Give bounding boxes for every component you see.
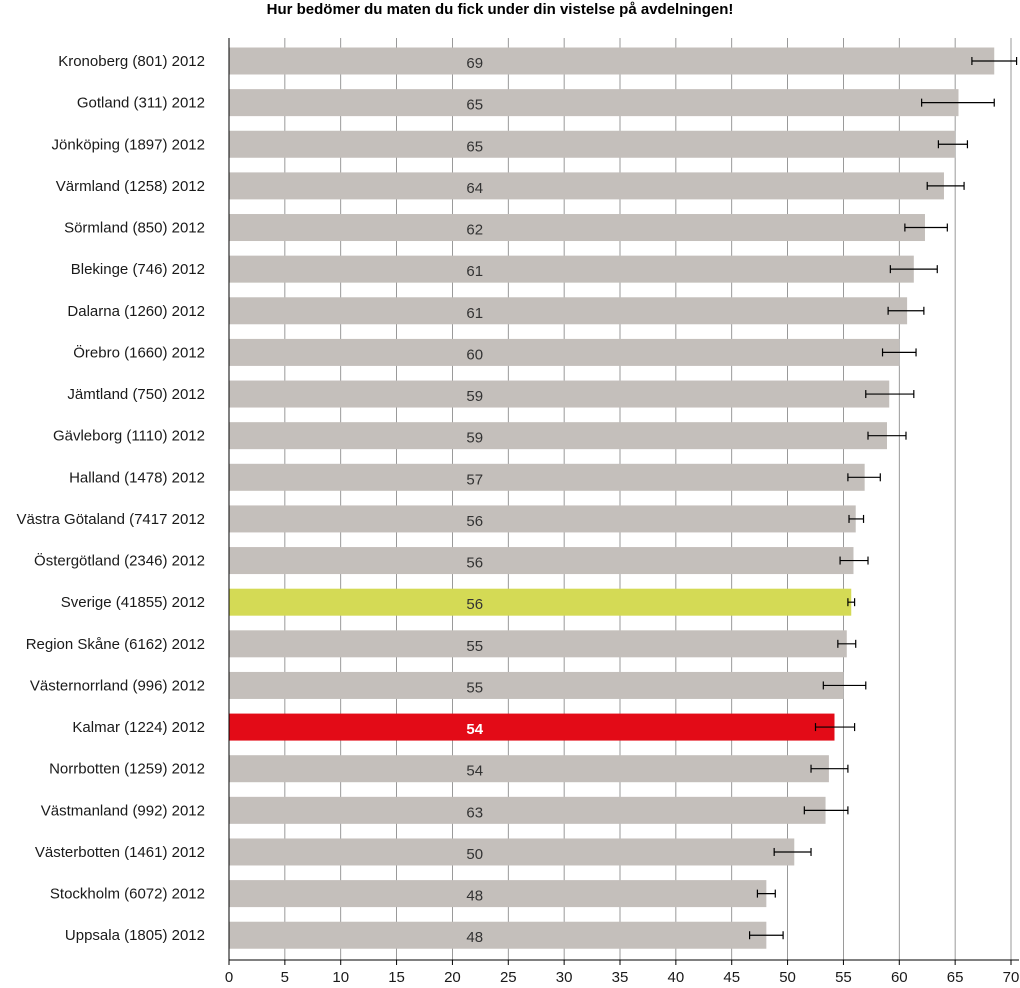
value-label-6: 61	[466, 305, 483, 322]
x-tick-label-25: 25	[500, 969, 517, 986]
category-label-4: Sörmland (850) 2012	[64, 220, 205, 237]
value-label-7: 60	[466, 346, 483, 363]
category-label-8: Jämtland (750) 2012	[67, 386, 205, 403]
bar-14	[229, 630, 847, 658]
category-label-20: Stockholm (6072) 2012	[50, 886, 205, 903]
bar-10	[229, 463, 865, 491]
value-label-10: 57	[466, 471, 483, 488]
category-label-7: Örebro (1660) 2012	[73, 343, 205, 361]
category-label-1: Gotland (311) 2012	[77, 95, 205, 112]
bar-1	[229, 89, 959, 117]
category-label-3: Värmland (1258) 2012	[56, 178, 205, 195]
category-label-6: Dalarna (1260) 2012	[67, 303, 205, 320]
category-label-16: Kalmar (1224) 2012	[72, 719, 205, 736]
value-label-8: 59	[466, 388, 483, 405]
x-tick-label-65: 65	[947, 969, 964, 986]
x-tick-label-60: 60	[891, 969, 908, 986]
value-label-17: 54	[466, 763, 483, 780]
bar-3	[229, 172, 944, 200]
bar-11	[229, 505, 856, 533]
x-tick-label-30: 30	[556, 969, 573, 986]
value-label-9: 59	[466, 430, 483, 447]
x-tick-label-15: 15	[388, 969, 405, 986]
x-tick-label-70: 70	[1003, 969, 1020, 986]
bar-19	[229, 838, 795, 866]
value-label-5: 61	[466, 263, 483, 280]
value-label-12: 56	[466, 555, 483, 572]
bar-9	[229, 422, 887, 450]
category-label-10: Halland (1478) 2012	[69, 469, 205, 486]
x-tick-label-20: 20	[444, 969, 461, 986]
x-tick-label-50: 50	[779, 969, 796, 986]
x-tick-label-45: 45	[723, 969, 740, 986]
error-bars	[748, 57, 1018, 940]
chart-title: Hur bedömer du maten du fick under din v…	[266, 1, 734, 18]
x-tick-label-10: 10	[332, 969, 349, 986]
bar-16	[229, 713, 835, 741]
value-label-0: 69	[466, 55, 483, 72]
bar-0	[229, 47, 995, 75]
category-label-19: Västerbotten (1461) 2012	[35, 844, 205, 861]
x-tick-label-55: 55	[835, 969, 852, 986]
category-label-12: Östergötland (2346) 2012	[34, 552, 205, 570]
bar-2	[229, 130, 956, 158]
value-label-15: 55	[466, 679, 483, 696]
value-label-1: 65	[466, 97, 483, 114]
bar-21	[229, 921, 767, 949]
category-label-14: Region Skåne (6162) 2012	[26, 636, 205, 653]
category-label-21: Uppsala (1805) 2012	[65, 927, 205, 944]
bar-4	[229, 214, 925, 242]
x-tick-label-0: 0	[225, 969, 233, 986]
value-label-11: 56	[466, 513, 483, 530]
x-tick-label-35: 35	[612, 969, 629, 986]
value-label-3: 64	[466, 180, 483, 197]
category-label-13: Sverige (41855) 2012	[61, 594, 205, 611]
category-label-0: Kronoberg (801) 2012	[58, 53, 205, 70]
bar-20	[229, 880, 767, 908]
category-labels: Kronoberg (801) 2012 Gotland (311) 2012 Jö…	[17, 53, 205, 944]
bars	[229, 47, 995, 949]
category-label-5: Blekinge (746) 2012	[71, 261, 205, 278]
value-label-14: 55	[466, 638, 483, 655]
bar-18	[229, 796, 826, 824]
category-label-17: Norrbotten (1259) 2012	[49, 761, 205, 778]
category-label-2: Jönköping (1897) 2012	[52, 136, 205, 153]
x-tick-label-5: 5	[281, 969, 289, 986]
value-label-2: 65	[466, 138, 483, 155]
value-label-19: 50	[466, 846, 483, 863]
bar-8	[229, 380, 890, 408]
x-tick-label-40: 40	[668, 969, 685, 986]
category-label-18: Västmanland (992) 2012	[41, 802, 205, 819]
category-label-11: Västra Götaland (7417 2012	[17, 511, 205, 528]
value-label-20: 48	[466, 888, 483, 905]
x-axis: 0 5 10 15 20 25 30 35 40 45 50 55 60 65 70	[225, 38, 1020, 986]
value-label-4: 62	[466, 222, 483, 239]
bar-6	[229, 297, 908, 325]
bar-5	[229, 255, 914, 283]
value-label-18: 63	[466, 804, 483, 821]
bar-15	[229, 671, 844, 699]
value-labels: 69 65 65 64 62 61 61 60 59 59 57 56 56 56 55 55 54 54 63 50…	[466, 55, 483, 946]
value-label-21: 48	[466, 929, 483, 946]
category-label-9: Gävleborg (1110) 2012	[53, 428, 205, 445]
category-label-15: Västernorrland (996) 2012	[30, 677, 205, 694]
bar-12	[229, 547, 854, 575]
value-label-16: 54	[466, 721, 483, 738]
bar-17	[229, 755, 829, 783]
bar-13	[229, 588, 852, 616]
value-label-13: 56	[466, 596, 483, 613]
bar-7	[229, 338, 900, 366]
